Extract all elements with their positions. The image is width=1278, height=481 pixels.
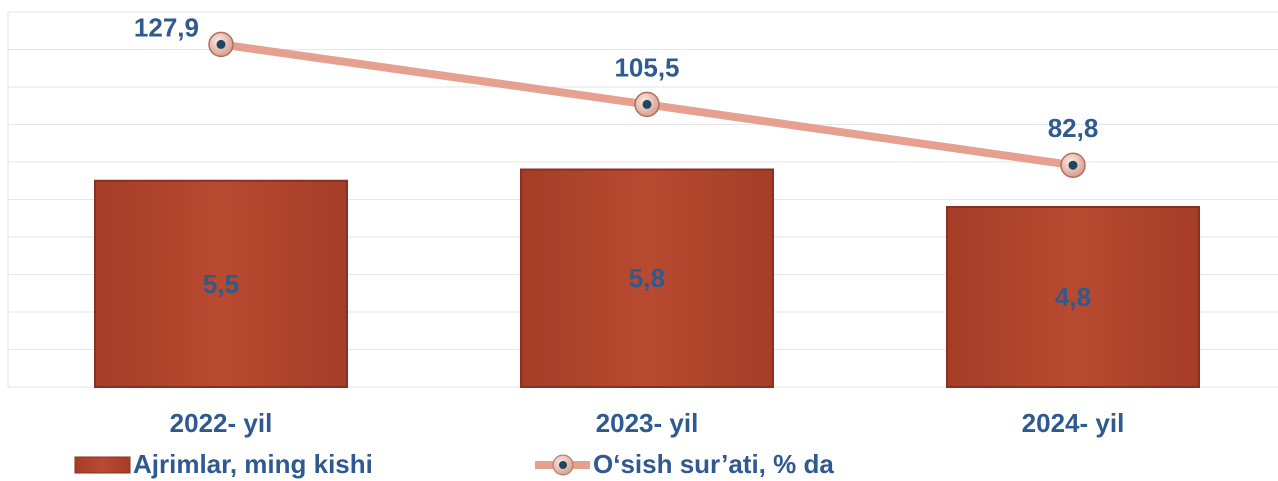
bar: [520, 168, 774, 388]
line-value-label: 105,5: [614, 52, 679, 82]
legend-label: Ajrimlar, ming kishi: [133, 449, 373, 479]
legend-marker-center: [559, 461, 567, 469]
x-tick-label: 2022- yil: [170, 408, 273, 438]
bar-value-label: 5,5: [203, 269, 239, 299]
bar-value-label: 5,8: [629, 263, 665, 293]
line-marker-center: [216, 39, 226, 49]
x-tick-label: 2023- yil: [596, 408, 699, 438]
legend-label: O‘sish sur’ati, % da: [593, 449, 834, 479]
line-marker-center: [642, 99, 652, 109]
legend-swatch: [74, 456, 131, 474]
line-marker-center: [1068, 160, 1078, 170]
x-tick-label: 2024- yil: [1022, 408, 1125, 438]
bar: [94, 179, 348, 388]
bar-value-label: 4,8: [1055, 282, 1091, 312]
line-value-label: 127,9: [134, 12, 199, 42]
bar: [946, 206, 1200, 388]
line-value-label: 82,8: [1048, 113, 1099, 143]
